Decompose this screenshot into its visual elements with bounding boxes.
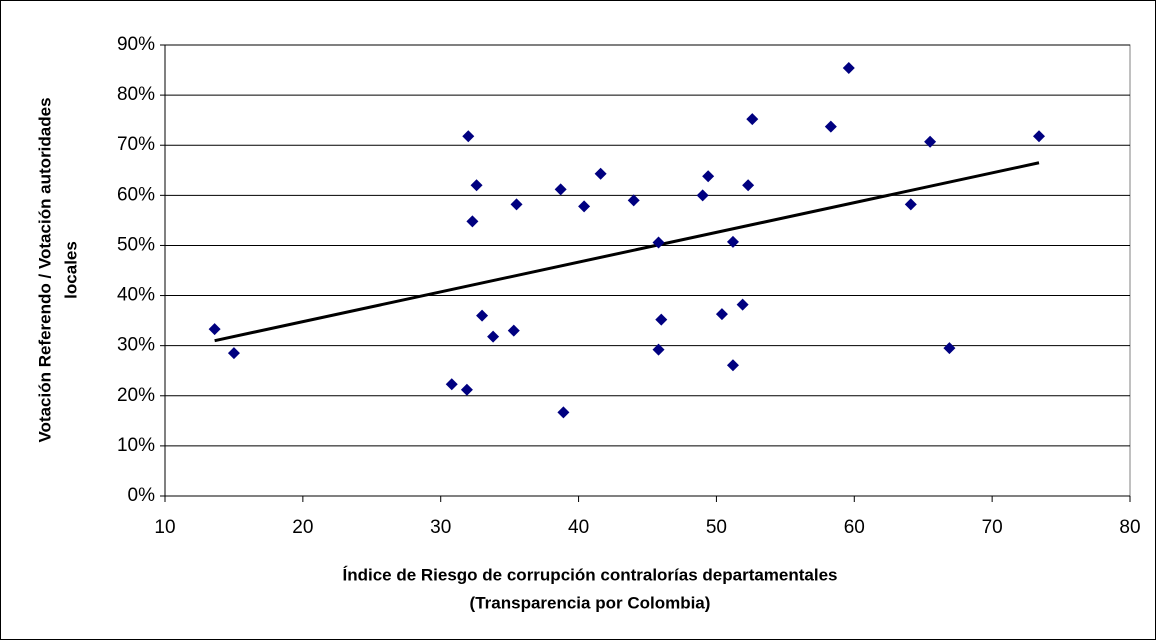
scatter-point (742, 179, 755, 192)
scatter-point (462, 130, 475, 143)
x-axis-title: Índice de Riesgo de corrupción contralor… (342, 565, 837, 584)
scatter-point (460, 383, 473, 396)
scatter-point (842, 62, 855, 75)
scatter-point (470, 179, 483, 192)
y-tick-label: 60% (117, 184, 155, 205)
scatter-point (655, 313, 668, 326)
scatter-point (466, 215, 479, 228)
trendline (214, 161, 1040, 343)
scatter-point (594, 167, 607, 180)
y-axis-title: locales (61, 241, 80, 299)
y-tick-label: 10% (117, 435, 155, 456)
x-tick-label: 10 (154, 517, 175, 538)
scatter-point (652, 236, 665, 249)
y-axis-title: Votación Referendo / Votación autoridade… (35, 97, 54, 442)
scatter-point (746, 113, 759, 126)
scatter-point (476, 309, 489, 322)
scatter-point (824, 120, 837, 133)
scatter-point (736, 298, 749, 311)
scatter-point (507, 324, 520, 337)
plot-area (164, 44, 1131, 497)
scatter-point (726, 359, 739, 372)
scatter-point (943, 342, 956, 355)
scatter-point (208, 323, 221, 336)
scatter-point (726, 235, 739, 248)
x-tick-label: 30 (430, 517, 451, 538)
y-tick-label: 40% (117, 285, 155, 306)
scatter-point (487, 330, 500, 343)
x-tick-label: 60 (844, 517, 865, 538)
scatter-point (510, 198, 523, 211)
y-tick-label: 90% (117, 34, 155, 55)
y-tick-label: 80% (117, 84, 155, 105)
scatter-point (445, 378, 458, 391)
y-tick-label: 30% (117, 335, 155, 356)
y-tick-label: 0% (128, 485, 156, 506)
x-axis-title: (Transparencia por Colombia) (470, 593, 711, 612)
x-tick-label: 70 (982, 517, 1003, 538)
x-tick-label: 20 (292, 517, 313, 538)
scatter-point (627, 194, 640, 207)
scatter-point (227, 347, 240, 360)
x-tick-label: 50 (706, 517, 727, 538)
scatter-point (578, 200, 591, 213)
y-tick-label: 70% (117, 134, 155, 155)
scatter-point (557, 406, 570, 419)
scatter-point (1033, 130, 1046, 143)
scatter-point (715, 308, 728, 321)
scatter-point (904, 198, 917, 211)
scatter-point (652, 343, 665, 356)
y-tick-label: 50% (117, 234, 155, 255)
x-tick-label: 80 (1119, 517, 1140, 538)
x-tick-label: 40 (568, 517, 589, 538)
y-tick-label: 20% (117, 385, 155, 406)
scatter-point (702, 170, 715, 183)
scatter-point (924, 135, 937, 148)
scatter-point (554, 183, 567, 196)
scatter-point (696, 189, 709, 202)
